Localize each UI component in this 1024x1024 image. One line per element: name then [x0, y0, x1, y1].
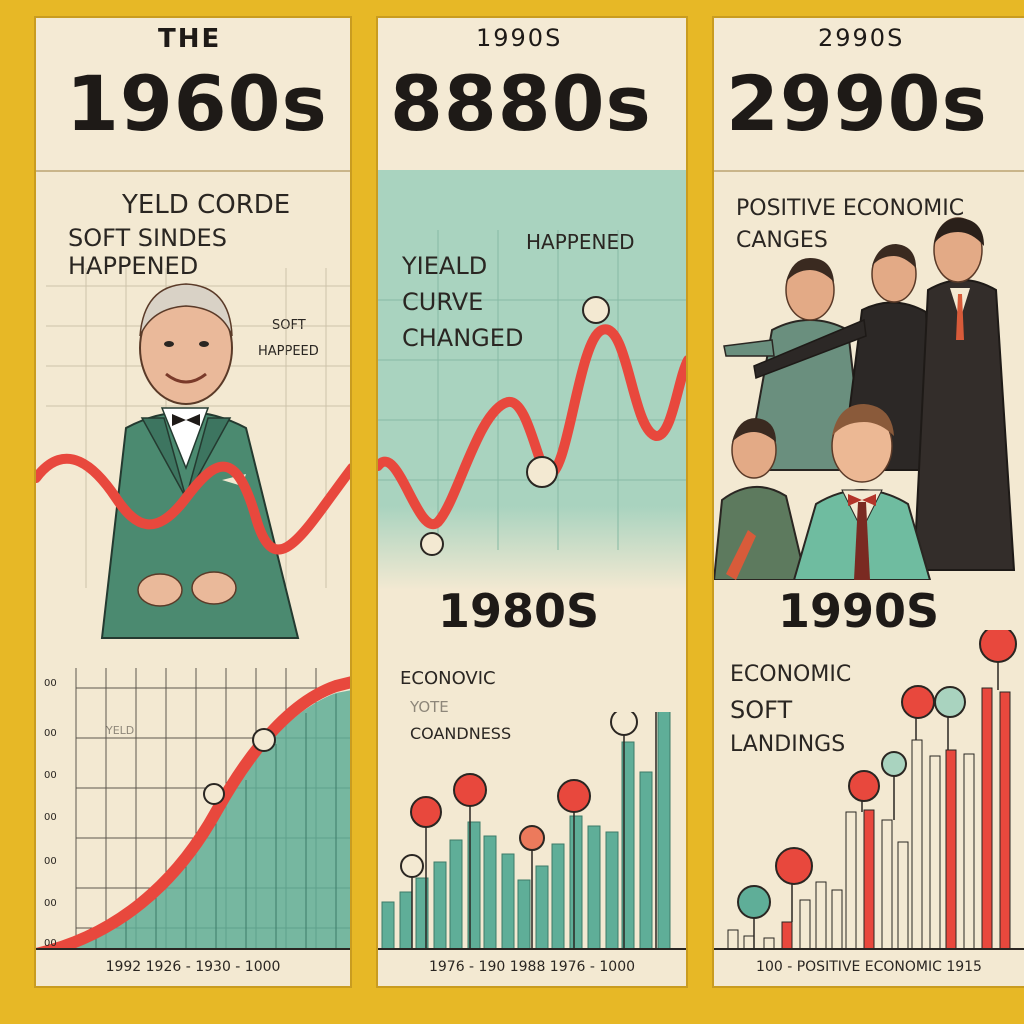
axis-label: YELD	[106, 724, 135, 737]
note-line-2: HAPPEED	[258, 344, 319, 359]
decade-title: 1960s	[66, 59, 328, 148]
growth-line	[36, 676, 350, 960]
panel-1990s: 2990S 2990s POSITIVE ECONOMIC CANGES	[712, 16, 1024, 988]
caption-line-2: CANGES	[736, 228, 828, 253]
panel-header: 1990S 8880s	[378, 18, 686, 172]
econ-label-line-2: SOFT	[730, 696, 793, 724]
caption-line-2: SOFT SINDES HAPPENED	[68, 224, 227, 280]
decade-title: 2990s	[726, 59, 988, 148]
man-pointing-3	[912, 217, 1016, 571]
yield-label-line-1: YIEALD	[402, 252, 488, 280]
header-kicker: THE	[158, 24, 222, 54]
happened-label: HAPPENED	[526, 230, 635, 254]
man-in-suit	[100, 283, 300, 639]
y-tick-label: 00	[44, 770, 57, 781]
group-of-men-illustration	[714, 217, 1016, 580]
y-tick-label: 00	[44, 728, 57, 739]
header-kicker: 2990S	[818, 24, 905, 52]
econ-label-line-2: YOTE	[410, 698, 449, 716]
panel-1980s: 1990S 8880s HAPPENED YIEALD CURVE CHANGE…	[376, 16, 688, 988]
caption-line-1: POSITIVE ECONOMIC	[736, 196, 965, 221]
yield-label-line-3: CHANGED	[402, 324, 524, 352]
yield-curve-illustration	[378, 170, 686, 590]
decade-title: 8880s	[390, 59, 652, 148]
y-tick-label: 00	[44, 856, 57, 867]
panel-1960s: THE 1960s YELD CORDE SOFT SINDES HAPPENE…	[34, 16, 352, 988]
decade-subtitle: 1990S	[778, 584, 940, 638]
bar-illustration	[381, 712, 671, 952]
marker-dot	[252, 728, 276, 752]
panel-footer: 1976 - 190 1988 1976 - 1000	[378, 948, 686, 986]
curve-point	[526, 456, 558, 488]
panel-footer: 1992 1926 - 1930 - 1000	[36, 948, 350, 986]
yield-wave	[36, 453, 350, 555]
man-bowtie	[792, 404, 932, 580]
econ-label-line-1: ECONOMIC	[730, 662, 852, 687]
curve-point	[582, 296, 610, 324]
bar-illustration	[727, 630, 1017, 950]
caption-line-1: YELD CORDE	[122, 190, 291, 220]
econ-label-line-3: COANDNESS	[410, 724, 512, 743]
econ-label-line-3: LANDINGS	[730, 732, 846, 757]
panel-footer: 100 - POSITIVE ECONOMIC 1915	[714, 948, 1024, 986]
y-tick-label: 00	[44, 812, 57, 823]
panel-header: 2990S 2990s	[714, 18, 1024, 172]
y-tick-label: 00	[44, 938, 57, 949]
y-tick-label: 00	[44, 678, 57, 689]
yield-label-line-2: CURVE	[402, 288, 484, 316]
y-tick-label: 00	[44, 898, 57, 909]
econ-label-line-1: ECONOVIC	[400, 668, 496, 689]
growth-area	[36, 690, 350, 968]
illustration-1960s	[36, 268, 350, 968]
decade-subtitle: 1980S	[438, 584, 600, 638]
curve-point	[420, 532, 444, 556]
man-seated	[714, 418, 808, 580]
panel-header: THE 1960s	[36, 18, 350, 172]
header-kicker: 1990S	[476, 24, 563, 52]
marker-dot	[203, 783, 225, 805]
